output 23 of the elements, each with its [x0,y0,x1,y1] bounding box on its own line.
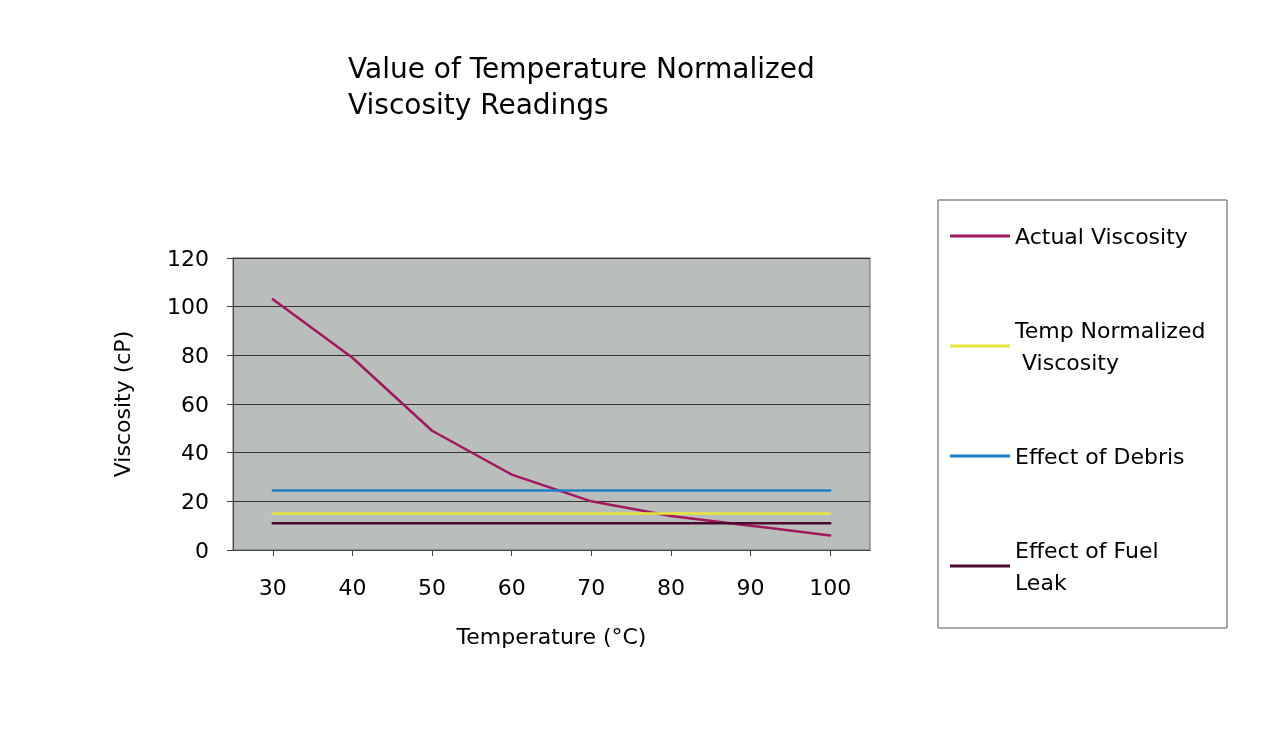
y-axis-title: Viscosity (cP) [109,330,135,478]
x-tick-label: 50 [418,574,447,600]
line-series [271,298,832,537]
y-tick-label: 120 [167,245,209,271]
legend-label: Temp Normalized Viscosity [1014,317,1206,375]
legend-label: Actual Viscosity [1015,223,1188,249]
y-tick-label: 60 [181,391,209,417]
y-tick-label: 40 [181,440,209,466]
x-tick-label: 60 [497,574,526,600]
y-tick-label: 100 [167,294,209,320]
x-axis-title: Temperature (°C) [455,623,647,649]
y-tick-label: 20 [181,488,209,514]
y-tick-label: 80 [181,342,209,368]
x-tick-label: 90 [736,574,765,600]
legend-label: Effect of Debris [1015,443,1185,469]
x-tick-label: 30 [258,574,287,600]
x-tick-label: 40 [338,574,367,600]
legend-label: Effect of Fuel Leak [1015,537,1166,595]
x-tick-label: 100 [809,574,852,600]
x-tick-label: 70 [577,574,606,600]
x-tick-label: 80 [656,574,685,600]
chart-title: Value of Temperature Normalized Viscosity Readings [348,51,815,121]
y-tick-label: 0 [195,537,209,563]
